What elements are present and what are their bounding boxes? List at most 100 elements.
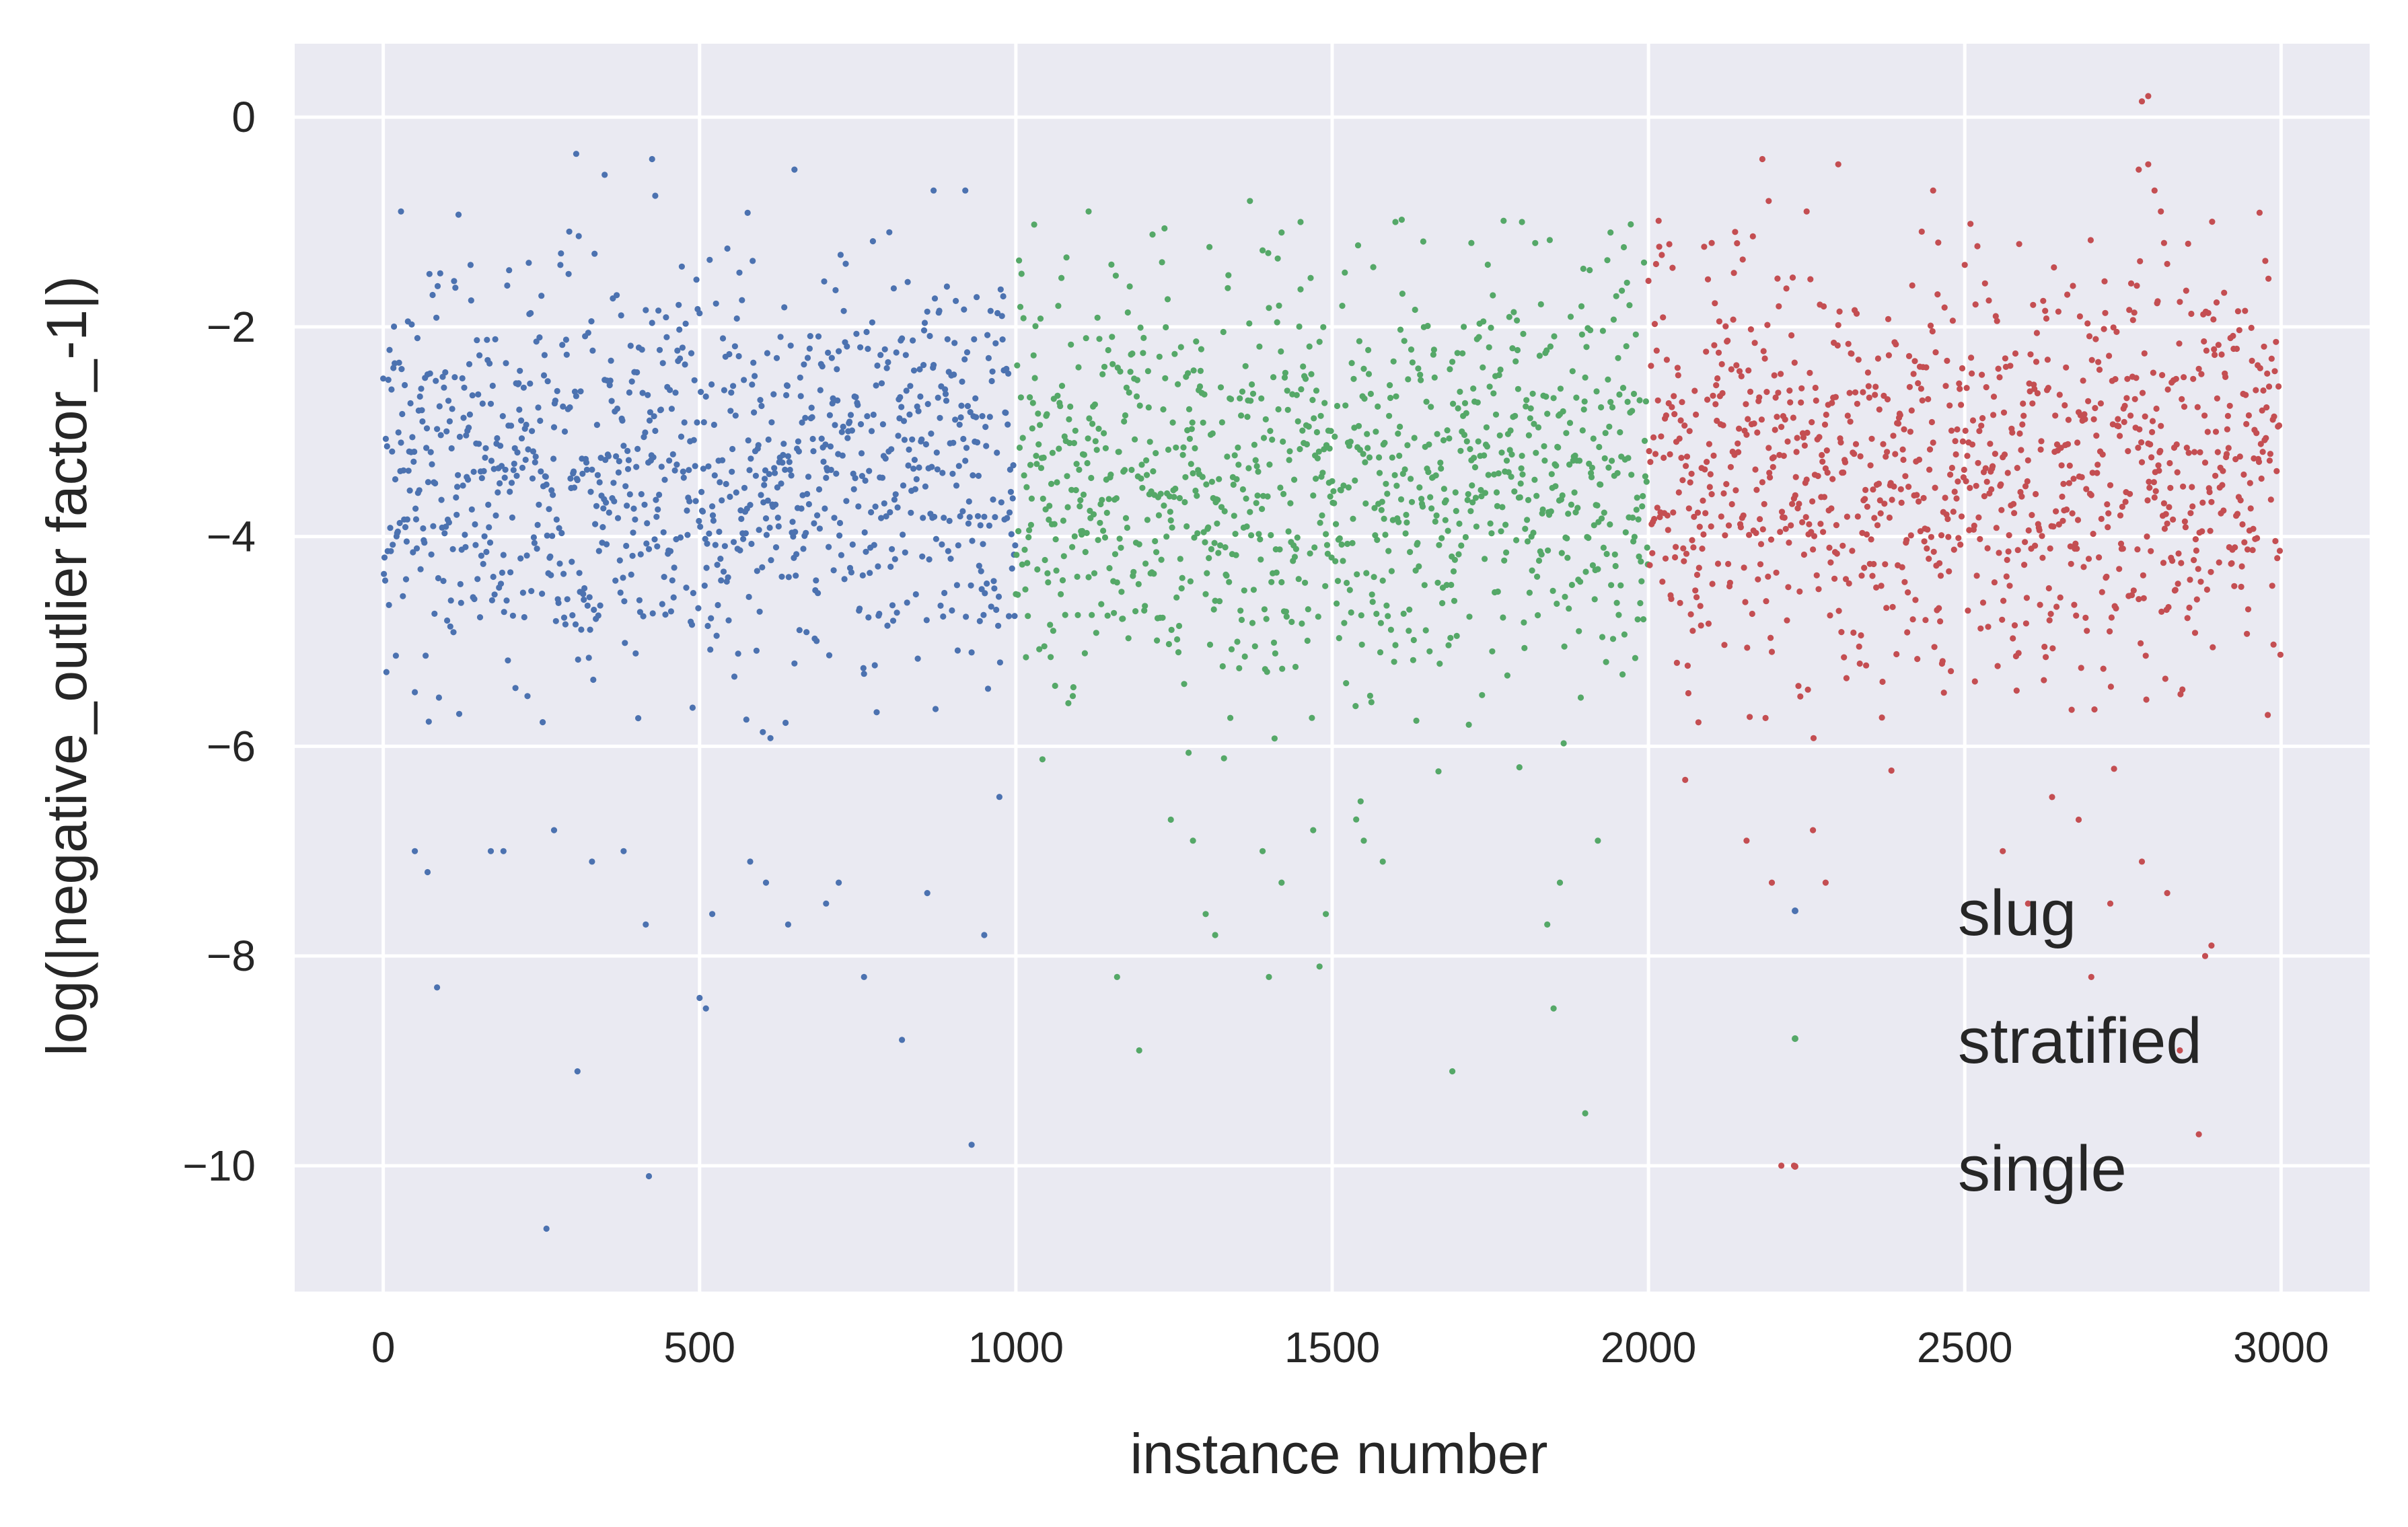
data-point [1654,397,1661,404]
data-point [1566,420,1574,426]
data-point [1251,441,1257,448]
data-point [423,445,430,451]
data-point [1101,534,1109,541]
data-point [1471,464,1479,471]
data-point [1692,587,1699,594]
data-point [999,336,1006,343]
data-point [1146,439,1153,445]
data-point [2122,498,2129,505]
data-point [2141,350,2148,357]
data-point [471,595,478,603]
data-point [442,369,449,376]
data-point [1668,595,1675,603]
data-point [1733,362,1740,369]
data-point [671,467,678,474]
data-point [1863,531,1870,538]
data-point [1690,544,1697,551]
data-point [1693,571,1701,579]
data-point [1909,616,1916,623]
data-point [703,564,710,571]
data-point [1730,270,1737,276]
data-point [1679,477,1686,484]
data-point [698,389,704,396]
data-point [992,340,999,346]
data-point [1388,568,1395,574]
data-point [750,258,756,264]
data-point [456,433,464,441]
data-point [1165,640,1172,648]
data-point [2166,459,2173,467]
data-point [1623,343,1630,350]
data-point [1959,438,1966,445]
data-point [1027,461,1034,468]
data-point [2098,515,2105,523]
data-point [955,463,962,470]
legend-marker [1792,907,1798,914]
data-point [701,583,708,589]
data-point [632,650,639,657]
data-point [1255,468,1262,475]
data-point [777,334,784,340]
data-point [1173,444,1179,451]
data-point [416,487,423,494]
data-point [1264,493,1271,500]
data-point [861,529,868,536]
data-point [910,337,916,344]
data-point [2081,411,2088,418]
data-point [918,436,925,443]
data-point [1969,417,1977,424]
data-point [1908,407,1915,414]
data-point [1753,529,1759,537]
data-point [1323,911,1329,918]
data-point [1784,438,1791,445]
data-point [2002,355,2008,362]
data-point [1484,443,1490,450]
data-point [1456,520,1463,527]
data-point [1480,318,1487,325]
x-tick-label: 2500 [1917,1323,2012,1372]
data-point [1831,575,1838,582]
data-point [1524,517,1531,523]
data-point [1470,385,1477,392]
data-point [1577,579,1584,585]
data-point [1231,513,1237,519]
data-point [1946,568,1953,575]
data-point [1981,280,1988,287]
data-point [1916,456,1923,463]
data-point [1097,519,1103,526]
data-point [1541,457,1548,464]
data-point [2051,264,2057,271]
data-point [975,472,982,480]
data-point [1718,513,1724,520]
data-point [744,209,751,216]
data-point [1330,488,1337,494]
data-point [2185,449,2192,456]
data-point [1331,500,1338,507]
data-point [713,632,720,639]
data-point [787,466,793,474]
data-point [1277,484,1284,491]
data-point [1029,400,1036,406]
data-point [1397,496,1405,503]
data-point [692,498,699,505]
data-point [1714,560,1722,567]
data-point [747,502,754,509]
data-point [988,603,994,610]
data-point [1494,502,1500,510]
data-point [847,412,854,418]
data-point [1607,399,1614,406]
data-point [550,455,557,462]
data-point [2265,275,2272,282]
data-point [2096,554,2103,561]
y-tick-label: −6 [207,722,256,770]
data-point [2058,462,2065,469]
data-point [460,414,467,421]
data-point [1751,420,1757,427]
data-point [1360,451,1366,457]
data-point [1342,269,1348,276]
data-point [1286,457,1292,463]
data-point [1063,254,1070,261]
x-axis-label: instance number [1130,1422,1547,1485]
data-point [1014,362,1021,369]
data-point [1364,431,1371,437]
